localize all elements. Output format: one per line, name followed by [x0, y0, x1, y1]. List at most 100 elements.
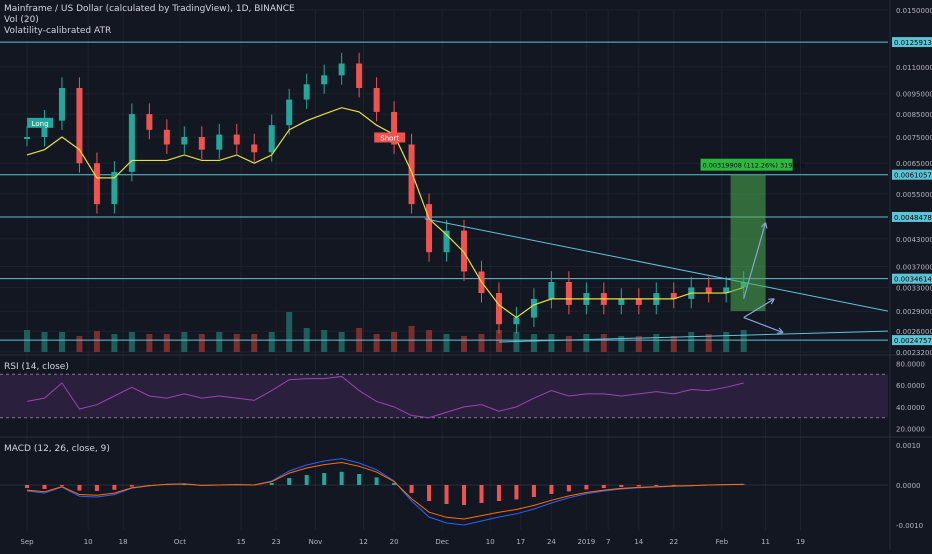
rsi-tick-label: 40.0000	[896, 404, 925, 412]
volume-bar	[234, 334, 240, 352]
date-tick-label: 20	[390, 538, 399, 546]
signal-label: Short	[380, 134, 399, 142]
volume-bar	[461, 336, 467, 352]
date-tick-label: 11	[761, 538, 770, 546]
volume-bar	[286, 312, 292, 352]
main-legend: Mainframe / US Dollar (calculated by Tra…	[4, 4, 295, 37]
signal-marker: Long	[27, 118, 53, 128]
candle	[566, 282, 572, 305]
candle	[304, 84, 310, 99]
candle	[531, 299, 537, 318]
candle	[146, 114, 152, 130]
volume-bar	[688, 332, 694, 352]
macd-histogram-bar	[602, 485, 606, 488]
volume-bar	[111, 334, 117, 352]
macd-histogram-bar	[77, 485, 81, 491]
macd-histogram-bar	[427, 485, 431, 501]
volume-bar	[94, 331, 100, 352]
candle	[251, 144, 257, 152]
macd-histogram-bar	[287, 478, 291, 485]
date-tick-label: 14	[634, 538, 643, 546]
rsi-legend: RSI (14, close)	[4, 362, 69, 373]
date-tick-label: Sep	[20, 538, 34, 546]
macd-histogram-bar	[584, 485, 588, 489]
volume-bar	[671, 336, 677, 352]
volume-bar	[566, 336, 572, 352]
volume-label[interactable]: Vol (20)	[4, 15, 295, 26]
volume-bar	[391, 332, 397, 352]
rsi-tick-label: 80.0000	[896, 360, 925, 368]
date-tick-label: 24	[547, 538, 556, 546]
macd-tick-label: 0.0000	[896, 482, 921, 490]
symbol-title[interactable]: Mainframe / US Dollar (calculated by Tra…	[4, 4, 295, 15]
macd-tick-label: 0.0010	[896, 442, 921, 450]
candle	[636, 299, 642, 305]
macd-histogram-bar	[654, 485, 658, 486]
candle	[111, 172, 117, 204]
volume-bar	[41, 332, 47, 352]
date-tick-label: Feb	[716, 538, 729, 546]
macd-histogram-bar	[322, 473, 326, 485]
measure-label: 0.00319908 (112.26%) 319908	[703, 162, 805, 170]
candle	[496, 293, 502, 324]
signal-marker: Short	[374, 132, 405, 142]
candle	[216, 135, 222, 150]
date-tick-label: 18	[119, 538, 128, 546]
volume-bar	[269, 332, 275, 352]
rsi-label[interactable]: RSI (14, close)	[4, 362, 69, 373]
macd-histogram-bar	[25, 485, 29, 488]
candle	[321, 75, 327, 84]
volume-bar	[426, 330, 432, 352]
volume-bar	[146, 334, 152, 352]
macd-histogram-bar	[357, 474, 361, 485]
date-tick-label: Dec	[435, 538, 449, 546]
date-tick-label: 22	[669, 538, 678, 546]
atr-label[interactable]: Volatility-calibrated ATR	[4, 26, 295, 37]
volume-bar	[216, 332, 222, 352]
volume-bar	[409, 326, 415, 352]
macd-histogram-bar	[410, 485, 414, 493]
rsi-tick-label: 20.0000	[896, 426, 925, 434]
candle	[513, 318, 519, 325]
volume-bar	[321, 330, 327, 352]
date-tick-label: 19	[796, 538, 805, 546]
macd-tick-label: -0.0010	[896, 522, 923, 530]
candle	[548, 282, 554, 299]
date-tick-label: 10	[486, 538, 495, 546]
volume-bar	[24, 330, 30, 352]
candle	[618, 299, 624, 305]
candle	[234, 135, 240, 145]
macd-histogram-bar	[445, 485, 449, 504]
volume-bar	[199, 334, 205, 352]
candle	[59, 88, 65, 121]
macd-histogram-bar	[637, 485, 641, 486]
candle	[426, 204, 432, 252]
candle	[94, 163, 100, 204]
candle	[409, 144, 415, 204]
price-label: 0.01259136	[894, 39, 932, 47]
price-label: 0.00484788	[894, 214, 932, 222]
macd-histogram-bar	[479, 485, 483, 503]
volume-bar	[76, 336, 82, 352]
volume-bar	[548, 334, 554, 352]
price-label: 0.00346146	[894, 276, 932, 284]
candle	[444, 231, 450, 253]
macd-histogram-bar	[619, 485, 623, 487]
price-tick-label: 0.00232000	[896, 349, 932, 357]
volume-bar	[531, 334, 537, 352]
volume-bar	[601, 334, 607, 352]
macd-label[interactable]: MACD (12, 26, close, 9)	[4, 444, 110, 455]
